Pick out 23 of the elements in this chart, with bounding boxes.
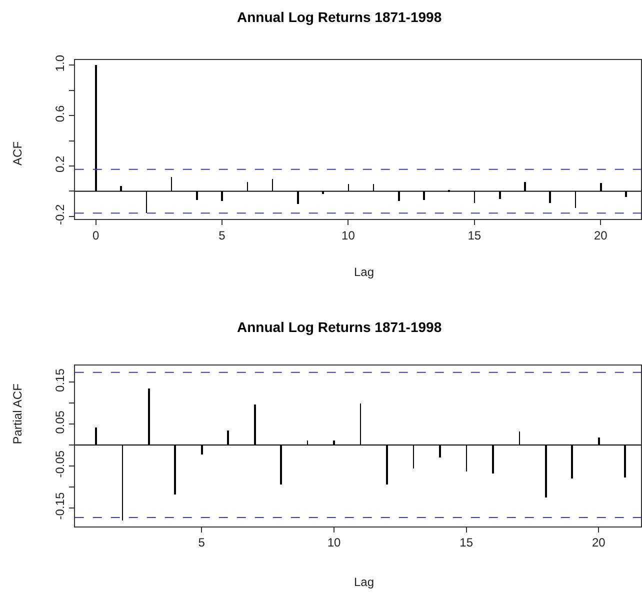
y-tick-label: -0.15 xyxy=(53,492,68,520)
y-tick-label: 0.05 xyxy=(53,410,68,434)
y-tick-label: 0.2 xyxy=(53,156,68,173)
y-axis-title: ACF xyxy=(10,141,24,166)
x-tick-label: 15 xyxy=(468,228,482,242)
chart-title: Annual Log Returns 1871-1998 xyxy=(237,319,442,335)
y-tick-label: 0.6 xyxy=(53,105,68,122)
x-tick-label: 5 xyxy=(198,536,206,550)
y-tick-label: 1.0 xyxy=(53,54,68,72)
x-axis-title: Lag xyxy=(354,265,374,279)
y-tick-label: -0.05 xyxy=(53,450,68,478)
x-tick-label: 20 xyxy=(592,536,606,550)
y-tick-label: -0.2 xyxy=(53,204,68,226)
x-tick-label: 0 xyxy=(92,228,100,242)
x-tick-label: 5 xyxy=(218,228,226,242)
x-tick-label: 15 xyxy=(460,536,474,550)
y-axis-title: Partial ACF xyxy=(10,384,25,444)
x-axis-title: Lag xyxy=(354,575,374,589)
x-tick-label: 20 xyxy=(594,228,608,242)
x-tick-label: 10 xyxy=(327,536,341,550)
y-tick-label: 0.15 xyxy=(53,368,68,392)
chart-title: Annual Log Returns 1871-1998 xyxy=(237,9,442,25)
x-tick-label: 10 xyxy=(342,228,356,242)
